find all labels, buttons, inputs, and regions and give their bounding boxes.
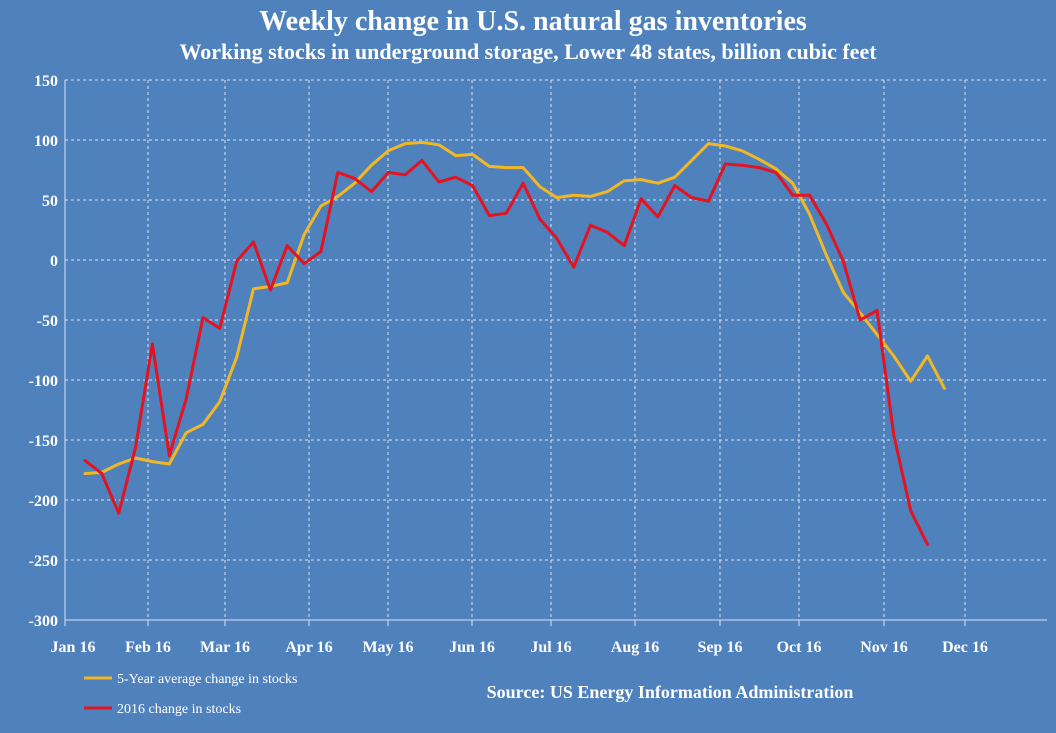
series-line-5yr-average (83, 140, 946, 476)
x-tick-label: Dec 16 (942, 639, 988, 656)
chart-title: Weekly change in U.S. natural gas invent… (259, 6, 807, 37)
y-tick-label: -250 (29, 553, 58, 570)
legend-label-2016: 2016 change in stocks (117, 702, 241, 717)
y-tick-label: -150 (29, 433, 58, 450)
x-tick-label: Oct 16 (777, 639, 822, 656)
y-tick-label: 150 (34, 73, 58, 90)
x-tick-label: Jan 16 (51, 639, 96, 656)
x-tick-label: Sep 16 (698, 639, 743, 656)
x-tick-label: Aug 16 (611, 639, 659, 656)
chart-subtitle: Working stocks in underground storage, L… (179, 39, 877, 64)
y-tick-label: -50 (37, 313, 58, 330)
x-tick-label: Feb 16 (125, 639, 171, 656)
series-line-2016 (83, 158, 929, 546)
x-tick-label: Apr 16 (285, 639, 332, 656)
y-tick-label: -200 (29, 493, 58, 510)
y-tick-label: -300 (29, 613, 58, 630)
x-tick-label: Jul 16 (530, 639, 571, 656)
axes: 150 100 50 0 -50 -100 -150 -200 -250 -300 Jan 16 Fe… (29, 73, 1047, 656)
x-tick-label: May 16 (362, 639, 413, 656)
series-lines (83, 140, 946, 546)
y-tick-label: 50 (42, 193, 58, 210)
x-tick-label: Nov 16 (860, 639, 908, 656)
source-note: Source: US Energy Information Administra… (487, 682, 854, 702)
grid (65, 79, 1047, 620)
legend-label-5yr-average: 5-Year average change in stocks (117, 672, 298, 687)
x-tick-label: Jun 16 (449, 639, 495, 656)
y-tick-label: 100 (34, 133, 58, 150)
y-tick-label: 0 (50, 253, 58, 270)
x-tick-label: Mar 16 (200, 639, 250, 656)
legend: 5-Year average change in stocks 2016 chan… (84, 672, 298, 717)
y-tick-label: -100 (29, 373, 58, 390)
